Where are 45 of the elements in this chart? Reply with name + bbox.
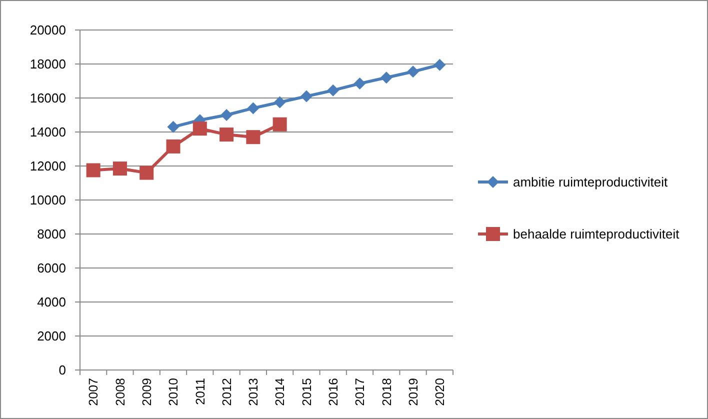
point [272,117,287,132]
y-tick-label: 18000 [30,56,66,72]
point [246,130,260,144]
point [407,66,420,78]
x-tick-label: 2015 [300,378,314,406]
x-tick-label: 2011 [193,378,208,405]
point [140,166,154,180]
x-tick-label: 2019 [406,378,420,406]
y-tick-label: 0 [58,362,66,378]
y-tick-label: 12000 [30,158,66,174]
y-tick-label: 16000 [30,90,66,106]
x-tick-label: 2010 [166,378,181,406]
point [220,128,234,142]
x-tick-label: 2007 [86,378,101,406]
y-tick-label: 2000 [37,328,66,344]
x-tick-label: 2008 [113,378,128,406]
legend-label: behaalde ruimteproductiviteit [513,226,680,242]
point [167,120,180,133]
y-tick-label: 6000 [37,260,66,276]
x-tick-label: 2017 [353,378,368,406]
y-tick-label: 8000 [37,226,66,242]
point [354,78,366,90]
x-tick-label: 2012 [220,378,234,406]
point [166,139,180,154]
point [327,84,340,96]
x-tick-label: 2013 [246,378,261,406]
point [300,90,312,102]
x-tick-label: 2014 [273,378,288,406]
x-tick-label: 2016 [326,378,340,406]
point [247,102,260,114]
x-tick-label: 2020 [433,378,448,406]
point [112,162,127,176]
point [86,163,100,178]
point [380,72,392,84]
y-tick-label: 4000 [37,294,66,310]
legend-label: ambitie ruimteproductiviteit [513,174,668,190]
x-tick-label: 2009 [140,378,154,406]
y-tick-label: 20000 [30,22,66,38]
point [274,96,286,108]
point [434,58,446,71]
point [192,122,207,136]
x-tick-label: 2018 [380,378,394,406]
point [220,109,233,121]
y-tick-label: 14000 [30,124,66,140]
y-tick-label: 10000 [30,192,66,208]
